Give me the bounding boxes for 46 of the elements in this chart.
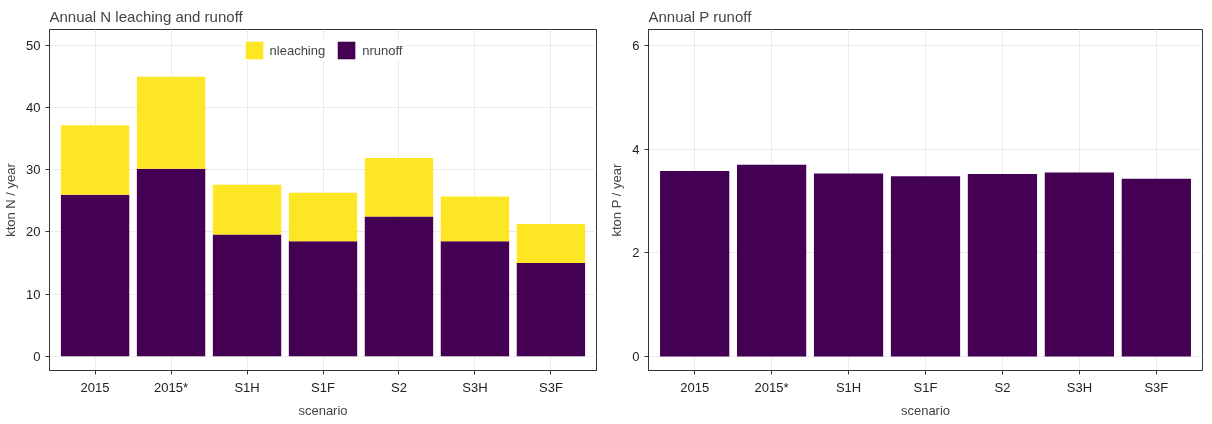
legend-label: nleaching <box>269 42 326 58</box>
x-tick-label: S2 <box>391 379 407 395</box>
y-axis-title: kton P / year <box>609 163 625 237</box>
bar <box>364 216 434 357</box>
y-tick-label: 0 <box>33 348 41 364</box>
x-tick-label: 2015 <box>80 379 110 395</box>
bar <box>516 223 586 264</box>
bar <box>60 194 130 357</box>
x-tick-label: S3F <box>1144 379 1169 395</box>
y-tick-label: 0 <box>632 349 640 365</box>
y-tick-label: 10 <box>26 286 41 302</box>
bar <box>288 241 358 357</box>
x-axis-title: scenario <box>900 402 951 418</box>
y-tick-label: 50 <box>26 38 41 54</box>
bar <box>288 192 358 242</box>
bar <box>440 241 510 357</box>
bar <box>212 234 282 357</box>
y-tick-label: 40 <box>26 100 41 116</box>
bar <box>136 168 206 357</box>
x-tick-label: 2015* <box>754 379 789 395</box>
bar <box>212 184 282 235</box>
bar <box>60 125 130 195</box>
x-tick-label: S1F <box>311 379 335 395</box>
bar <box>516 263 586 357</box>
x-tick-label: S3H <box>1066 379 1093 395</box>
x-tick-label: S3H <box>462 379 488 395</box>
y-axis-title: kton N / year <box>3 162 19 237</box>
chart-title: Annual N leaching and runoff <box>49 7 244 25</box>
x-tick-label: 2015 <box>680 379 710 395</box>
y-tick-label: 20 <box>26 224 41 240</box>
x-tick-label: S1H <box>234 379 260 395</box>
legend-label: nrunoff <box>362 42 403 58</box>
x-tick-label: 2015* <box>154 379 189 395</box>
x-tick-label: S2 <box>994 379 1011 395</box>
chart-title: Annual P runoff <box>648 7 753 25</box>
x-tick-label: S1H <box>835 379 862 395</box>
x-tick-label: S3F <box>539 379 563 395</box>
y-tick-label: 2 <box>632 245 640 261</box>
bar <box>440 196 510 242</box>
x-axis-title: scenario <box>298 402 348 418</box>
y-tick-label: 30 <box>26 162 41 178</box>
bar <box>364 158 434 217</box>
bar <box>136 76 206 169</box>
y-tick-label: 6 <box>632 38 640 54</box>
x-tick-label: S1F <box>913 379 938 395</box>
y-tick-label: 4 <box>632 141 640 157</box>
